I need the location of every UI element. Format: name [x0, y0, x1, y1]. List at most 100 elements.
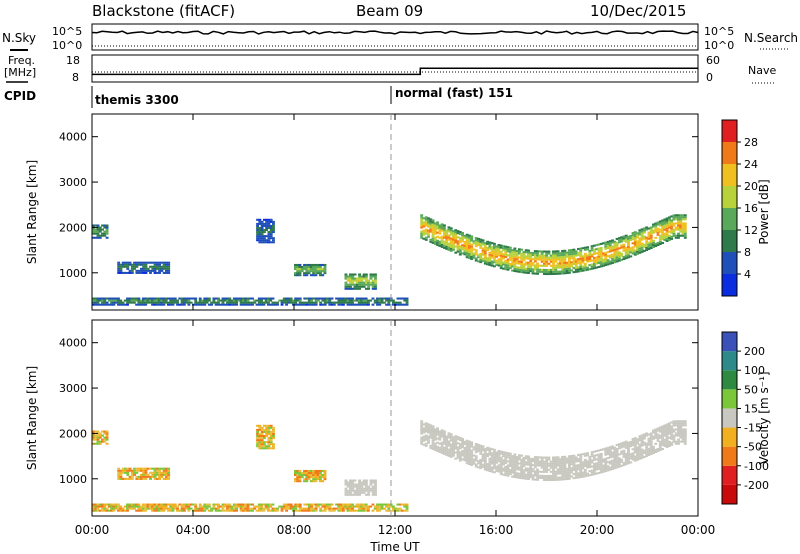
power-cell — [369, 273, 373, 276]
velocity-cell — [433, 448, 437, 451]
power-cell — [420, 226, 424, 229]
velocity-cell — [581, 463, 585, 466]
power-cell — [597, 253, 601, 256]
power-cell — [563, 264, 567, 267]
power-cell — [474, 257, 478, 260]
power-cell — [517, 256, 521, 259]
velocity-cell — [164, 475, 168, 478]
power-cell — [380, 297, 384, 300]
velocity-cell — [162, 469, 166, 472]
velocity-cell — [531, 478, 535, 481]
power-cell — [305, 265, 309, 269]
power-cell — [552, 262, 555, 265]
power-cell — [495, 251, 499, 254]
velocity-cell — [241, 509, 245, 512]
velocity-cell — [422, 439, 426, 442]
velocity-cell — [226, 507, 229, 510]
velocity-cell — [101, 434, 104, 437]
velocity-cell — [465, 441, 469, 444]
power-cell — [522, 255, 526, 258]
colorbar-swatch — [722, 120, 737, 142]
power-cell — [440, 241, 444, 244]
power-cell — [611, 253, 615, 256]
power-cell — [424, 238, 428, 241]
power-cell — [617, 251, 621, 254]
velocity-cell — [631, 448, 635, 451]
power-cell — [258, 218, 262, 221]
velocity-cell — [552, 470, 555, 473]
velocity-cell — [440, 451, 444, 454]
power-cell — [583, 254, 587, 257]
velocity-cell — [101, 509, 104, 512]
velocity-cell — [542, 460, 546, 463]
velocity-cell — [608, 454, 612, 457]
velocity-cell — [360, 507, 364, 510]
power-cell — [117, 263, 121, 266]
power-cell — [321, 274, 325, 277]
velocity-cell — [670, 435, 674, 438]
velocity-cell — [307, 478, 311, 481]
velocity-cell — [592, 471, 596, 474]
velocity-cell — [477, 447, 480, 450]
velocity-cell — [577, 460, 580, 463]
velocity-cell — [216, 505, 220, 508]
velocity-cell — [470, 449, 474, 452]
power-cell — [291, 301, 295, 304]
velocity-cell — [465, 445, 469, 448]
power-cell — [449, 233, 453, 236]
power-cell — [162, 271, 166, 274]
power-cell — [337, 299, 341, 302]
velocity-cell — [169, 503, 173, 506]
velocity-cell — [269, 424, 273, 427]
velocity-cell — [319, 509, 323, 512]
velocity-cell — [597, 457, 601, 460]
power-cell — [504, 268, 508, 271]
power-cell — [309, 268, 313, 271]
power-cell — [230, 303, 234, 306]
velocity-cell — [486, 467, 490, 470]
velocity-cell — [260, 439, 264, 442]
power-cell — [670, 231, 674, 234]
velocity-cell — [405, 509, 409, 512]
velocity-cell — [101, 440, 104, 443]
velocity-cell — [294, 507, 298, 510]
power-cell — [310, 299, 314, 302]
power-cell — [158, 267, 162, 270]
power-cell — [256, 224, 259, 227]
power-cell — [176, 299, 179, 302]
velocity-cell — [162, 509, 166, 512]
velocity-cell — [677, 430, 680, 433]
velocity-cell — [230, 507, 234, 510]
velocity-cell — [588, 466, 592, 469]
velocity-cell — [149, 477, 152, 480]
velocity-cell — [164, 469, 168, 472]
velocity-cell — [228, 505, 232, 508]
power-cell — [191, 297, 195, 300]
power-cell — [358, 273, 362, 276]
velocity-cell — [298, 478, 302, 481]
velocity-cell — [303, 509, 307, 512]
velocity-cell — [529, 463, 533, 466]
velocity-cell — [314, 474, 318, 477]
power-cell — [171, 299, 175, 302]
velocity-cell — [549, 478, 553, 482]
power-cell — [269, 220, 273, 223]
colorbar-tick-label: 50 — [744, 383, 758, 396]
velocity-cell — [312, 469, 316, 472]
power-cell — [246, 303, 250, 306]
power-cell — [346, 279, 350, 282]
velocity-cell — [146, 475, 150, 478]
power-cell — [137, 261, 141, 264]
velocity-cell — [517, 454, 521, 457]
velocity-cell — [502, 453, 505, 456]
power-cell — [360, 283, 364, 286]
power-cell — [465, 250, 469, 253]
power-cell — [652, 231, 655, 234]
power-cell — [141, 301, 145, 304]
power-cell — [316, 263, 320, 266]
velocity-cell — [515, 476, 519, 479]
power-cell — [502, 255, 505, 258]
power-cell — [656, 243, 660, 247]
power-cell — [524, 263, 528, 266]
power-cell — [298, 272, 302, 275]
